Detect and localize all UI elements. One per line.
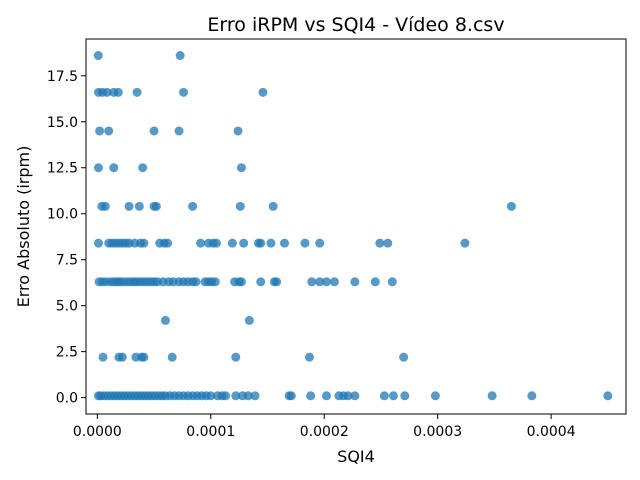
x-tick-label: 0.0001 [186,424,235,440]
data-point [286,391,296,401]
data-point [104,126,114,136]
data-point [266,238,276,248]
data-point [322,391,331,401]
plot-frame [85,38,627,415]
data-point [375,238,385,248]
data-point [250,391,260,401]
data-point [430,391,440,401]
data-point [387,277,397,287]
data-point [236,277,246,287]
data-point [343,391,353,401]
data-point [370,277,380,287]
data-point [239,238,249,248]
data-point [139,238,149,248]
data-point [307,277,317,287]
y-tick-label: 0.0 [56,391,78,407]
x-tick-label: 0.0002 [300,424,349,440]
data-point [163,238,173,248]
data-point [379,391,389,401]
y-tick-label: 17.5 [47,69,78,85]
data-point [603,391,613,401]
data-point [174,126,184,136]
data-point [329,277,339,287]
data-point [383,238,393,248]
data-point [210,277,220,287]
data-point [211,238,221,248]
x-tick-label: 0.0003 [413,424,462,440]
y-tick-label: 15.0 [47,115,78,131]
data-point [304,352,314,362]
data-point [235,201,245,211]
data-point [233,126,243,136]
data-point [188,201,198,211]
x-axis-ticks: 0.0000 0.0001 0.0002 0.0003 0.0004 [73,414,576,440]
plot-area [86,39,626,414]
data-point [100,201,110,211]
y-tick-label: 5.0 [56,299,78,315]
x-axis-label: SQI4 [337,447,375,466]
data-point [460,238,470,248]
data-point [227,238,237,248]
data-point [149,126,159,136]
data-point [487,391,497,401]
points-layer [93,51,613,401]
data-point [139,352,149,362]
data-point [256,277,266,287]
data-point [196,238,206,248]
data-point [350,277,360,287]
y-tick-label: 7.5 [56,253,78,269]
data-point [244,315,254,325]
data-point [258,87,268,97]
data-point [132,87,142,97]
data-point [243,391,253,401]
data-point [399,352,409,362]
data-point [124,201,134,211]
data-point [280,238,290,248]
data-point [272,277,282,287]
y-tick-label: 2.5 [56,345,78,361]
data-point [256,238,266,248]
data-point [167,352,177,362]
data-point [113,87,123,97]
x-tick-label: 0.0004 [527,424,576,440]
y-axis-label: Erro Absoluto (irpm) [14,146,33,308]
data-point [175,51,185,61]
data-point [388,391,398,401]
data-point [527,391,537,401]
y-tick-label: 12.5 [47,161,78,177]
data-point [350,391,360,401]
data-point [268,201,278,211]
data-point [231,391,241,401]
data-point [93,238,103,248]
data-point [236,163,246,173]
data-point [306,391,316,401]
data-point [221,391,231,401]
data-point [102,87,112,97]
data-point [151,201,161,211]
data-point [300,238,310,248]
data-point [109,163,119,173]
x-tick-label: 0.0000 [73,424,122,440]
data-point [206,391,216,401]
data-point [98,352,108,362]
data-point [191,277,201,287]
data-point [506,201,516,211]
data-point [134,201,144,211]
data-point [315,277,325,287]
y-tick-label: 10.0 [47,207,78,223]
data-point [322,277,331,287]
data-point [231,352,241,362]
data-point [315,238,325,248]
data-point [93,51,103,61]
data-point [160,315,170,325]
y-axis-ticks: 0.0 2.5 5.0 7.5 10.0 12.5 15.0 17.5 [47,69,86,407]
data-point [117,352,127,362]
data-point [93,163,103,173]
chart-title: Erro iRPM vs SQI4 - Vídeo 8.csv [207,14,504,36]
data-point [179,87,189,97]
data-point [95,126,105,136]
data-point [400,391,410,401]
data-point [138,163,148,173]
